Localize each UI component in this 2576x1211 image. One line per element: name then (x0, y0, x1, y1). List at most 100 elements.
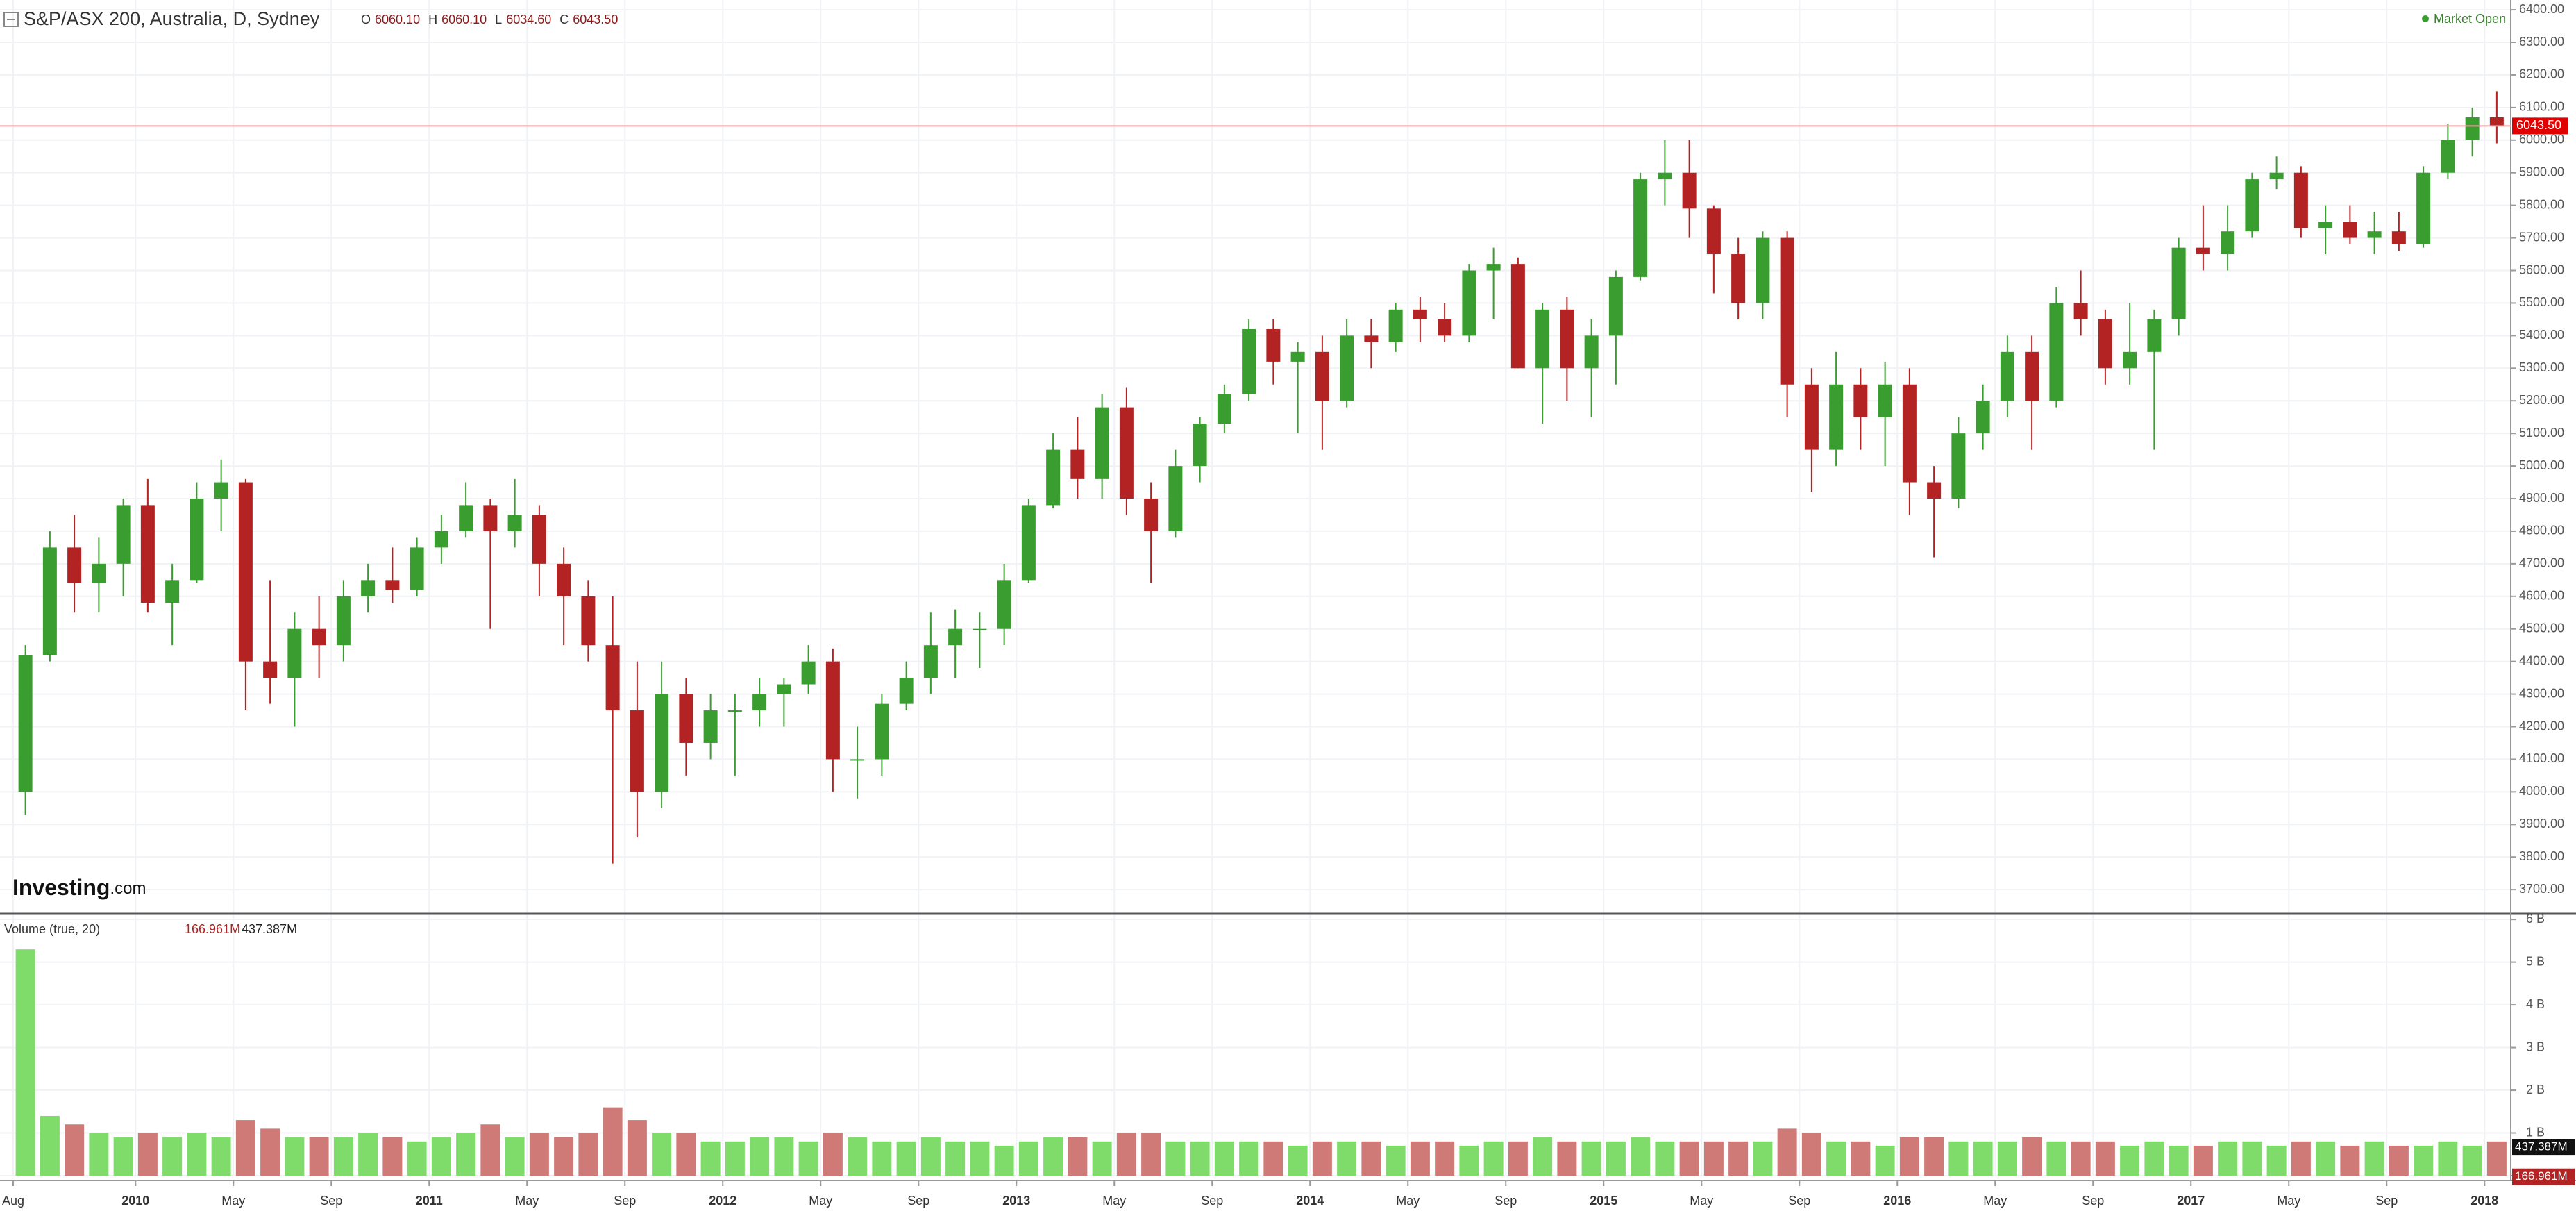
candle-body (1608, 276, 1623, 336)
volume-readout: 166.961M (185, 922, 240, 936)
y-tick-label: 3900.00 (2519, 817, 2564, 830)
candle-body (385, 580, 400, 590)
ohlc-key: C (559, 12, 569, 26)
ohlc-value: 6043.50 (573, 12, 618, 26)
candle-body (973, 628, 987, 630)
grid (0, 0, 2511, 1176)
volume-bar (1459, 1145, 1479, 1176)
y-tick-label: 5800.00 (2519, 197, 2564, 211)
candle-body (459, 505, 473, 531)
volume-bar (2095, 1141, 2115, 1176)
candle-body (1756, 237, 1770, 303)
x-tick-label: Sep (1495, 1194, 1517, 1208)
candle-body (1976, 401, 1990, 434)
candle-body (850, 759, 865, 761)
volume-bar (1703, 1141, 1724, 1176)
volume-readout-tag (2512, 1168, 2575, 1185)
candle-body (2245, 179, 2259, 232)
status-dot (2422, 15, 2429, 22)
volume-bar (431, 1137, 451, 1176)
logo: Investing.com (12, 875, 146, 900)
volume-bar (603, 1107, 623, 1176)
y-tick-label: 6300.00 (2519, 35, 2564, 49)
candle-body (2465, 117, 2480, 140)
y-tick-label: 4600.00 (2519, 589, 2564, 603)
volume-bar (2193, 1145, 2213, 1176)
candle-body (1413, 309, 1427, 319)
x-tick-label: Sep (320, 1194, 342, 1208)
x-tick-label: 2015 (1590, 1194, 1617, 1208)
volume-bar (285, 1137, 305, 1176)
candle-body (1144, 499, 1159, 531)
volume-bar (2414, 1145, 2434, 1176)
volume-bar (1753, 1141, 1773, 1176)
x-tick-label: May (1102, 1194, 1126, 1208)
volume-readout-tag-label: 166.961M (2515, 1169, 2568, 1183)
candle-body (2098, 319, 2112, 369)
volume-bar (1410, 1141, 1430, 1176)
volume-bar (1606, 1141, 1626, 1176)
volume-bar (65, 1124, 85, 1176)
candle-body (679, 694, 693, 743)
volume-bar (2071, 1141, 2091, 1176)
candle-body (923, 645, 938, 678)
volume-bar (920, 1137, 941, 1176)
volume-bar (2218, 1141, 2238, 1176)
volume-bar (970, 1141, 990, 1176)
volume-bar (2291, 1141, 2311, 1176)
volume-bar (1165, 1141, 1186, 1176)
candle-body (1388, 309, 1403, 342)
candle-body (1927, 482, 1942, 499)
volume-bar (358, 1133, 378, 1176)
x-tick-label: May (1983, 1194, 2007, 1208)
candle-body (2489, 117, 2504, 126)
volume-readout-tag-label: 437.387M (2515, 1140, 2568, 1153)
candle-body (1853, 384, 1868, 417)
candle-body (2318, 222, 2333, 228)
volume-bar (1875, 1145, 1895, 1176)
candle-body (116, 505, 131, 564)
ohlc-value: 6060.10 (441, 12, 487, 26)
y-tick-label: 5000.00 (2519, 458, 2564, 472)
y-tick-label: 5900.00 (2519, 165, 2564, 178)
candle-body (1486, 264, 1501, 271)
candle-body (1290, 351, 1305, 362)
volume-bar (2462, 1145, 2482, 1176)
candle-body (875, 703, 889, 760)
volume-bar (1997, 1141, 2017, 1176)
volume-bar (652, 1133, 672, 1176)
candle-body (1584, 335, 1599, 369)
candle-body (532, 515, 546, 564)
volume-bar (1581, 1141, 1601, 1176)
volume-bar (1631, 1137, 1651, 1176)
candle-body (1731, 254, 1746, 303)
collapse-icon[interactable] (3, 12, 19, 27)
y-tick-label: 4900.00 (2519, 491, 2564, 505)
candle-body (1510, 264, 1525, 369)
candle-body (214, 482, 228, 499)
candle-body (997, 580, 1011, 629)
volume-bar (2144, 1141, 2164, 1176)
candle-body (2000, 351, 2014, 401)
volume-bar (529, 1133, 549, 1176)
y-tick-label: 4700.00 (2519, 556, 2564, 570)
candle-body (1340, 335, 1354, 401)
candle-body (1364, 335, 1379, 342)
candle-body (1560, 309, 1574, 369)
candle-body (1315, 351, 1329, 401)
volume-bar (2340, 1145, 2360, 1176)
x-tick-label: May (1690, 1194, 1713, 1208)
candle-body (2049, 303, 2064, 401)
volume-bar (823, 1133, 843, 1176)
candle-body (1780, 237, 1794, 385)
x-tick-label: May (221, 1194, 245, 1208)
volume-bar (113, 1137, 133, 1176)
volume-bar (872, 1141, 892, 1176)
volume-bar (2022, 1137, 2042, 1176)
y-tick-label: 4800.00 (2519, 524, 2564, 537)
candle-body (1119, 407, 1134, 499)
volume-bar (456, 1133, 476, 1176)
candle-body (2221, 231, 2235, 255)
y-tick-label: 5 B (2526, 954, 2545, 968)
volume-bar (1214, 1141, 1234, 1176)
